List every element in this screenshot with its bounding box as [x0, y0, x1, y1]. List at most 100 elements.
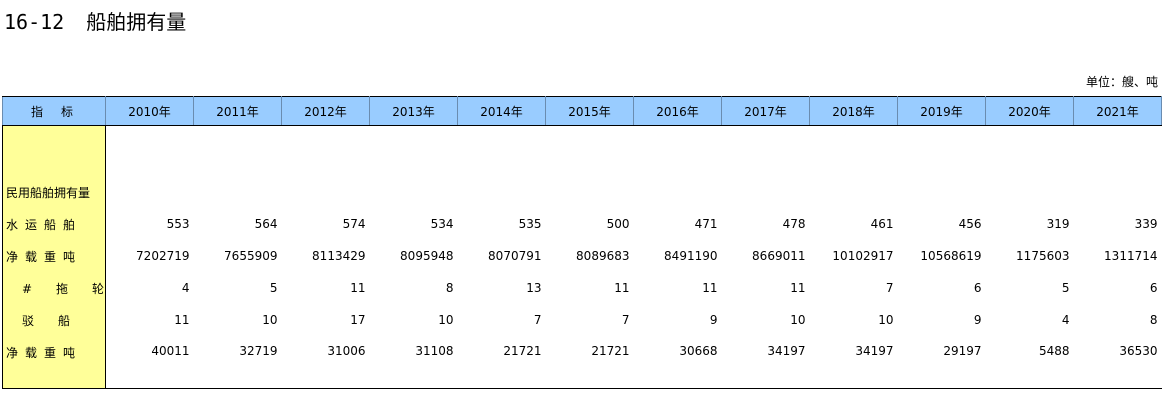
year-header: 2016年 [633, 96, 722, 126]
year-header: 2017年 [721, 96, 810, 126]
table-cell: 8491190 [664, 249, 718, 263]
year-header: 2018年 [809, 96, 898, 126]
table-cell: 11 [350, 281, 366, 295]
table-cell: 339 [1134, 217, 1158, 231]
table-row: 驳船 11 10 17 10 7 7 9 10 10 9 4 8 [2, 304, 1162, 336]
table-cell [370, 176, 458, 208]
year-header: 2012年 [281, 96, 370, 126]
table-cell: 1175603 [1016, 249, 1070, 263]
table-cell [810, 176, 898, 208]
table-cell: 7 [533, 313, 542, 327]
table-cell: 6 [973, 281, 982, 295]
table-cell [282, 176, 370, 208]
year-header: 2010年 [105, 96, 194, 126]
table-cell: 7202719 [136, 249, 190, 263]
table-cell: 32719 [193, 336, 282, 389]
table-cell: 31006 [281, 336, 370, 389]
table-cell: 29197 [897, 336, 986, 389]
row-label: #拖轮 [22, 281, 129, 296]
table-cell: 1311714 [1104, 249, 1158, 263]
table-cell [986, 176, 1074, 208]
table-cell: 5 [269, 281, 278, 295]
table-cell: 10 [438, 313, 454, 327]
table-cell [194, 176, 282, 208]
table-title: 船舶拥有量 [86, 10, 187, 34]
year-header: 2014年 [457, 96, 546, 126]
table-cell [546, 176, 634, 208]
table-cell: 500 [606, 217, 630, 231]
table-cell: 574 [342, 217, 366, 231]
table-cell: 535 [518, 217, 542, 231]
table-cell: 13 [526, 281, 542, 295]
table-row: 净载重吨 7202719 7655909 8113429 8095948 8070791 8… [2, 240, 1162, 272]
table-cell: 8 [445, 281, 454, 295]
table-cell: 11 [702, 281, 718, 295]
table-cell: 36530 [1073, 336, 1162, 389]
table-cell: 31108 [369, 336, 458, 389]
table-cell: 4 [1061, 313, 1070, 327]
table-cell: 17 [350, 313, 366, 327]
table-cell: 8669011 [752, 249, 806, 263]
table-cell: 10102917 [832, 249, 894, 263]
year-header: 2019年 [897, 96, 986, 126]
table-cell: 534 [430, 217, 454, 231]
table-row: #拖轮 4 5 11 8 13 11 11 11 7 6 5 6 [2, 272, 1162, 304]
table-cell: 8113429 [312, 249, 366, 263]
table-cell [106, 176, 194, 208]
table-cell: 471 [694, 217, 718, 231]
year-header: 2015年 [545, 96, 634, 126]
table-cell: 7655909 [224, 249, 278, 263]
table-cell: 7 [885, 281, 894, 295]
table-cell: 34197 [721, 336, 810, 389]
row-label: 净载重吨 [6, 346, 83, 360]
table-cell: 8089683 [576, 249, 630, 263]
page-title: 16-12 船舶拥有量 [4, 6, 186, 35]
table-cell: 456 [958, 217, 982, 231]
table-number: 16-12 [4, 10, 65, 34]
table-cell: 8070791 [488, 249, 542, 263]
table-cell: 40011 [105, 336, 194, 389]
table-cell [1074, 176, 1162, 208]
row-label: 净载重吨 [6, 249, 83, 264]
year-header: 2021年 [1073, 96, 1162, 126]
table-cell: 7 [621, 313, 630, 327]
table-cell: 5488 [985, 336, 1074, 389]
table-cell [634, 176, 722, 208]
table-cell: 30668 [633, 336, 722, 389]
table-cell [898, 176, 986, 208]
row-label: 水运船舶 [6, 217, 83, 232]
table-cell: 34197 [809, 336, 898, 389]
table-cell: 10 [790, 313, 806, 327]
table-cell: 11 [614, 281, 630, 295]
table-cell: 10 [878, 313, 894, 327]
table-cell: 6 [1149, 281, 1158, 295]
table-cell: 4 [181, 281, 190, 295]
table-cell: 9 [973, 313, 982, 327]
table-cell: 10 [262, 313, 278, 327]
table-cell: 11 [790, 281, 806, 295]
unit-note: 单位：艘、吨 [1085, 75, 1158, 89]
table-cell: 319 [1046, 217, 1070, 231]
vessel-table: 指标 2010年 2011年 2012年 2013年 2014年 2015年 2… [2, 96, 1162, 389]
table-cell: 553 [166, 217, 190, 231]
year-header: 2011年 [193, 96, 282, 126]
table-row: 民用船舶拥有量 [2, 176, 1162, 208]
year-header: 2020年 [985, 96, 1074, 126]
table-cell: 8 [1149, 313, 1158, 327]
indicator-header: 指标 [2, 96, 106, 126]
table-cell: 9 [709, 313, 718, 327]
year-header: 2013年 [369, 96, 458, 126]
table-cell: 461 [870, 217, 894, 231]
table-cell: 5 [1061, 281, 1070, 295]
table-row: 水运船舶 553 564 574 534 535 500 471 478 461 456 319 339 [2, 208, 1162, 240]
table-row: 净载重吨 40011 32719 31006 31108 21721 21721 30668 3… [2, 336, 1162, 389]
table-cell: 10568619 [920, 249, 982, 263]
table-cell [722, 176, 810, 208]
row-label: 民用船舶拥有量 [6, 185, 91, 200]
table-cell: 11 [174, 313, 190, 327]
table-cell: 21721 [457, 336, 546, 389]
table-cell: 478 [782, 217, 806, 231]
table-cell: 564 [254, 217, 278, 231]
spacer-row [2, 125, 1162, 176]
table-cell: 21721 [545, 336, 634, 389]
